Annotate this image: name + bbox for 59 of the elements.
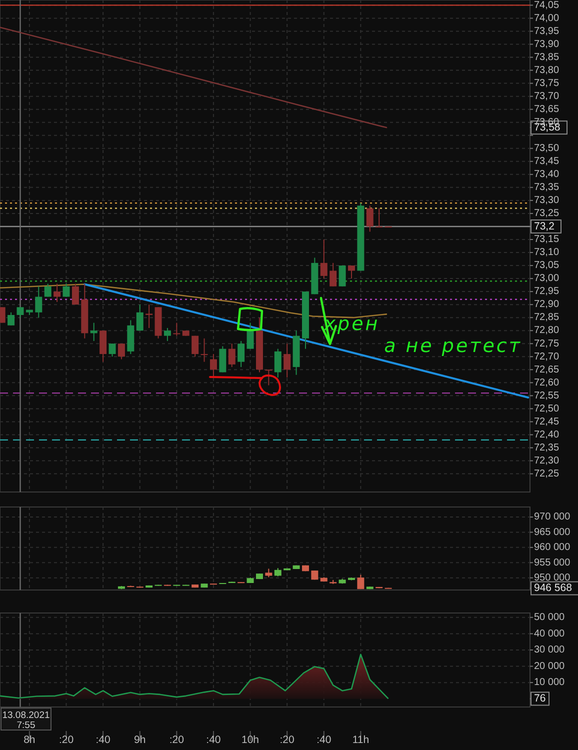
y-tick-label: 73,90 [534, 38, 560, 50]
y-tick-label: 74,00 [534, 12, 560, 24]
x-tick-label: :20 [169, 734, 184, 746]
y-tick-label: 946 568 [534, 582, 572, 594]
y-tick-label: 950 000 [534, 572, 571, 584]
y-tick-label: 73,75 [534, 78, 560, 89]
y-tick-label: 73,2 [534, 220, 555, 232]
y-tick-label: 73,80 [534, 64, 560, 76]
y-tick-label: 73,00 [534, 273, 560, 284]
annotation: а не ретест [384, 335, 522, 358]
y-tick-label: 72,65 [534, 364, 560, 376]
y-tick-label: 72,50 [534, 403, 560, 414]
x-tick-label: 9h [134, 734, 146, 746]
y-tick-label: 30 000 [534, 644, 566, 656]
y-tick-label: 20 000 [534, 660, 566, 672]
y-tick-label: 955 000 [534, 557, 571, 568]
y-tick-label: 73,95 [534, 26, 560, 37]
y-tick-label: 72,35 [534, 442, 560, 454]
y-tick-label: 965 000 [534, 526, 571, 538]
y-tick-label: 50 000 [534, 612, 566, 624]
x-tick-label: :40 [206, 734, 221, 746]
y-tick-label: 73,70 [534, 90, 560, 102]
y-tick-label: 72,90 [534, 299, 560, 310]
y-tick-label: 960 000 [534, 542, 571, 554]
y-tick-label: 73,35 [534, 182, 560, 194]
y-tick-label: 10 000 [534, 677, 566, 688]
y-tick-label: 72,80 [534, 325, 560, 336]
y-tick-label: 72,30 [534, 455, 560, 466]
y-tick-label: 40 000 [534, 628, 566, 640]
y-tick-label: 73,50 [534, 143, 560, 154]
y-tick-label: 72,95 [534, 286, 560, 298]
y-tick-label: 72,60 [534, 377, 560, 388]
x-tick-label: :20 [58, 734, 74, 746]
y-tick-label: 76 [534, 692, 546, 705]
x-tick-label: 8h [24, 734, 36, 746]
ref-line-label: 13.08.2021 7:55 [2, 710, 50, 731]
x-tick-label: :40 [316, 734, 332, 746]
y-tick-label: 72,55 [534, 390, 560, 402]
x-tick-label: 11h [352, 734, 370, 746]
y-tick-label: 73,30 [534, 195, 560, 206]
y-tick-label: 73,40 [534, 169, 560, 180]
y-tick-label: 72,75 [534, 338, 560, 350]
x-tick-label: :20 [280, 734, 295, 746]
y-tick-label: 970 000 [534, 512, 571, 523]
y-tick-label: 73,45 [534, 156, 560, 168]
y-tick-label: 72,25 [534, 468, 560, 480]
y-tick-label: 73,65 [534, 104, 560, 115]
y-tick-label: 73,10 [534, 247, 560, 258]
x-tick-label: :40 [96, 734, 111, 746]
y-tick-label: 73,15 [534, 234, 560, 246]
y-tick-label: 73,05 [534, 260, 560, 272]
y-tick-label: 72,40 [534, 429, 560, 440]
y-tick-label: 72,85 [534, 312, 560, 324]
y-tick-label: 74,05 [534, 0, 560, 11]
y-tick-label: 73,25 [534, 208, 560, 220]
y-tick-label: 72,70 [534, 351, 560, 362]
y-tick-label: 72,45 [534, 416, 560, 428]
y-tick-label: 73,85 [534, 52, 560, 63]
x-tick-label: 10h [242, 734, 260, 746]
